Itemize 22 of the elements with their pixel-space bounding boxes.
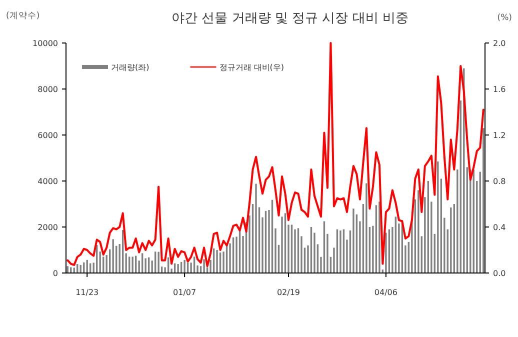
y-tick-label: 6000 bbox=[38, 131, 58, 140]
y2-tick-label: 0.0 bbox=[493, 269, 506, 278]
x-tick-label: 02/19 bbox=[276, 288, 300, 297]
y-tick-label: 2000 bbox=[38, 223, 58, 232]
legend-label: 거래량(좌) bbox=[111, 63, 150, 72]
y2-tick-label: 2.0 bbox=[493, 39, 506, 48]
legend-label: 정규거래 대비(우) bbox=[219, 63, 284, 72]
y-tick-label: 0 bbox=[52, 269, 58, 278]
x-tick-label: 11/23 bbox=[76, 288, 99, 297]
x-tick-label: 04/06 bbox=[374, 288, 398, 297]
y-tick-label: 8000 bbox=[38, 85, 58, 94]
y-tick-label: 4000 bbox=[38, 177, 58, 186]
chart-title: 야간 선물 거래량 및 정규 시장 대비 비중 bbox=[172, 11, 408, 26]
y2-axis-title: (%) bbox=[497, 13, 512, 23]
y-axis-title: (계약수) bbox=[6, 11, 40, 21]
y2-tick-label: 0.4 bbox=[493, 223, 506, 232]
y2-tick-label: 1.6 bbox=[493, 85, 506, 94]
y2-tick-label: 1.2 bbox=[493, 131, 506, 140]
y-tick-label: 10000 bbox=[32, 39, 58, 48]
y2-tick-label: 0.8 bbox=[493, 177, 506, 186]
line-series bbox=[66, 42, 484, 268]
x-tick-label: 01/07 bbox=[173, 288, 196, 297]
